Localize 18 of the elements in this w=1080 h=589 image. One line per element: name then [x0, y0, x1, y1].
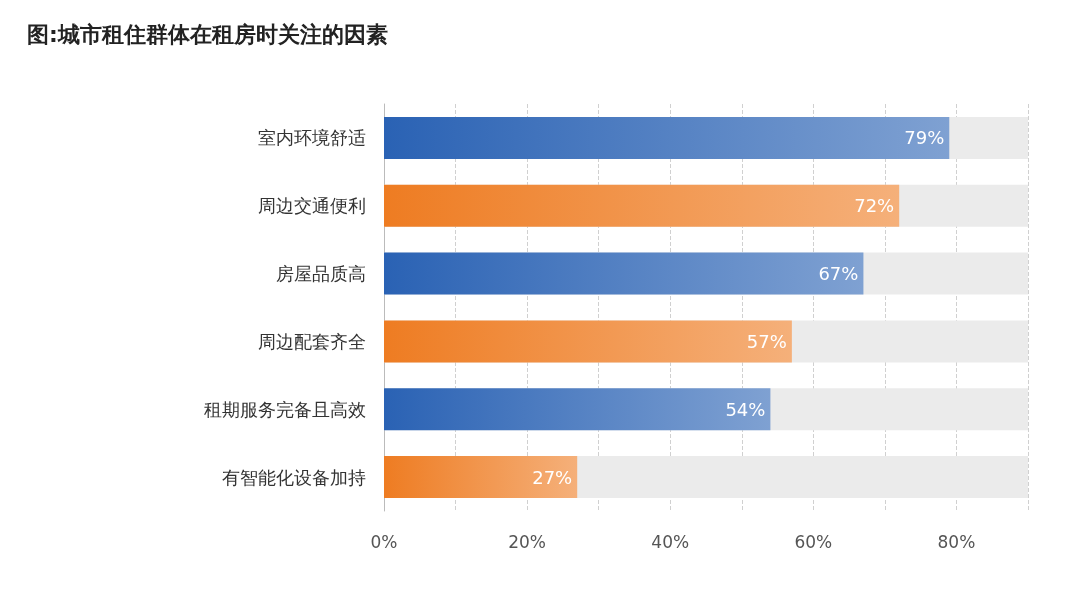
data-label: 57%	[746, 330, 787, 352]
y-tick-label: 周边配套齐全	[258, 330, 366, 352]
x-tick-label: 40%	[651, 531, 690, 552]
y-tick-label: 房屋品质高	[276, 263, 366, 285]
text: 图:城市租住群体在租房时关注的因素	[27, 21, 388, 47]
y-tick-label: 周边交通便利	[258, 195, 366, 217]
data-label: 27%	[532, 466, 573, 488]
data-label: 67%	[818, 263, 859, 285]
y-tick-label: 有智能化设备加持	[222, 466, 366, 488]
x-tick-label: 80%	[937, 531, 976, 552]
data-label: 54%	[725, 398, 766, 420]
data-label: 72%	[854, 195, 895, 217]
x-tick-label: 20%	[508, 531, 547, 552]
y-tick-label: 室内环境舒适	[258, 127, 366, 149]
data-label: 79%	[904, 127, 945, 149]
x-tick-label: 60%	[794, 531, 833, 552]
x-tick-label: 0%	[370, 531, 398, 552]
y-tick-label: 租期服务完备且高效	[204, 398, 366, 420]
